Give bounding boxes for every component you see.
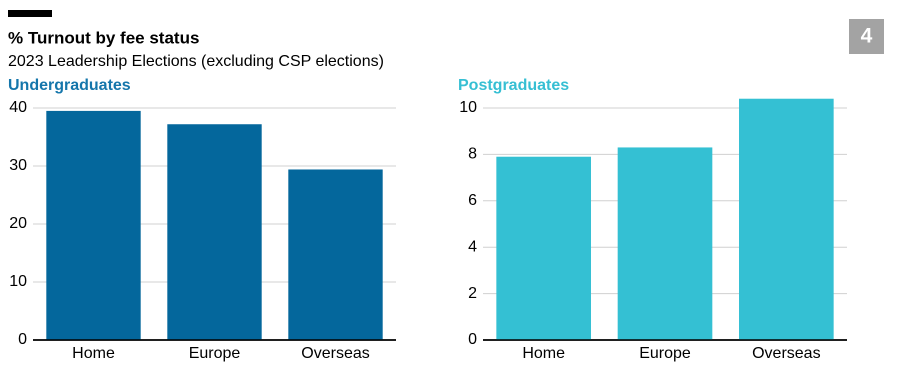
y-tick-label: 0 bbox=[468, 331, 477, 348]
y-tick-label: 10 bbox=[459, 99, 477, 116]
chart-title: Postgraduates bbox=[458, 77, 569, 94]
x-tick-label: Home bbox=[522, 345, 565, 362]
bar bbox=[617, 147, 713, 340]
y-tick-label: 20 bbox=[9, 215, 27, 232]
x-tick-label: Europe bbox=[639, 345, 691, 362]
x-tick-label: Overseas bbox=[752, 345, 820, 362]
bar bbox=[167, 124, 262, 341]
badge: 4 bbox=[861, 25, 873, 48]
bar bbox=[496, 156, 591, 340]
y-tick-label: 2 bbox=[468, 285, 477, 302]
y-tick-label: 30 bbox=[9, 157, 27, 174]
badge-box bbox=[849, 19, 884, 54]
x-tick-label: Home bbox=[72, 345, 115, 362]
chart-title: Undergraduates bbox=[8, 77, 131, 94]
y-tick-label: 10 bbox=[9, 273, 27, 290]
bar bbox=[739, 98, 834, 340]
header-bar bbox=[8, 10, 52, 17]
x-tick-label: Overseas bbox=[301, 345, 369, 362]
x-tick-label: Europe bbox=[189, 345, 241, 362]
title: % Turnout by fee status bbox=[8, 28, 199, 47]
subtitle: 2023 Leadership Elections (excluding CSP… bbox=[8, 53, 384, 70]
y-tick-label: 0 bbox=[18, 331, 27, 348]
bar bbox=[46, 110, 141, 341]
y-tick-label: 4 bbox=[468, 238, 477, 255]
y-tick-label: 8 bbox=[468, 146, 477, 163]
y-tick-label: 40 bbox=[9, 99, 27, 116]
y-tick-label: 6 bbox=[468, 192, 477, 209]
bar bbox=[288, 169, 383, 340]
